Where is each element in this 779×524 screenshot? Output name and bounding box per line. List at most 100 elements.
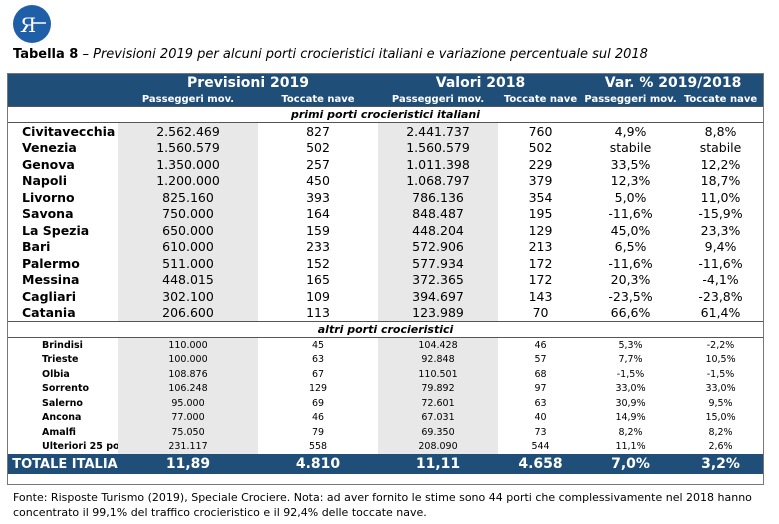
calls-2018: 57	[534, 354, 547, 366]
table-row: Olbia 108.876 67 110.501 68 -1,5% -1,5%	[8, 367, 763, 382]
var-passengers: 11,1%	[615, 441, 646, 453]
table-row: Savona 750.000 164 848.487 195 -11,6% -15,9%	[8, 205, 763, 222]
header-row-sub: Passeggeri mov. Toccate nave Passeggeri …	[8, 92, 764, 107]
passengers-2018: 1.068.797	[378, 172, 499, 189]
var-passengers: 6,5%	[614, 239, 647, 255]
risposte-turismo-logo-icon: Я	[13, 5, 51, 43]
table-row: Salerno 95.000 69 72.601 63 30,9% 9,5%	[8, 396, 763, 411]
calls-2019: 159	[306, 222, 330, 238]
passengers-2018: 110.501	[378, 367, 499, 382]
passengers-2018: 2.441.737	[378, 122, 499, 140]
calls-2018: 172	[528, 255, 553, 271]
passengers-2019: 650.000	[118, 222, 258, 239]
header-calls-var: Toccate nave	[678, 92, 764, 107]
passengers-2019: 1.350.000	[118, 156, 258, 173]
passengers-2018: 123.989	[378, 304, 499, 322]
var-passengers: 30,9%	[615, 397, 646, 409]
passengers-2019: 75.050	[118, 425, 258, 440]
calls-2019: 129	[308, 383, 328, 395]
caption-label: Tabella 8	[13, 47, 79, 62]
passengers-2018: 448.204	[378, 222, 499, 239]
calls-2019: 233	[306, 239, 330, 255]
calls-2019: 393	[306, 189, 330, 205]
passengers-2019: 11,89	[118, 454, 258, 474]
var-calls: 23,3%	[700, 222, 741, 238]
var-passengers: -11,6%	[608, 206, 653, 222]
var-passengers: stabile	[609, 140, 652, 156]
svg-text:Я: Я	[20, 13, 36, 37]
var-calls: -23,8%	[698, 288, 743, 304]
var-calls: 33,0%	[705, 383, 736, 395]
port-name: Olbia	[42, 368, 70, 380]
port-name: Napoli	[22, 173, 68, 189]
var-calls: 8,8%	[704, 123, 737, 139]
header-passengers-var: Passeggeri mov.	[583, 92, 679, 107]
passengers-2018: 67.031	[378, 410, 499, 425]
var-passengers: 7,0%	[583, 454, 679, 474]
section-other-label: altri porti crocieristici	[8, 321, 764, 338]
calls-2019: 69	[311, 397, 325, 409]
table-row: Civitavecchia 2.562.469 827 2.441.737 760 4,9…	[8, 122, 763, 140]
passengers-2019: 610.000	[118, 238, 258, 255]
var-passengers: 14,9%	[615, 412, 646, 424]
passengers-2019: 106.248	[118, 381, 258, 396]
calls-2018: 68	[534, 368, 547, 380]
table-row: Cagliari 302.100 109 394.697 143 -23,5% -23,8%	[8, 288, 763, 305]
passengers-2018: 208.090	[378, 439, 499, 454]
port-name: La Spezia	[22, 222, 90, 238]
calls-2018: 760	[528, 123, 553, 139]
var-calls: 12,2%	[700, 156, 741, 172]
calls-2018: 63	[534, 397, 547, 409]
calls-2019: 165	[306, 272, 330, 288]
passengers-2019: 448.015	[118, 271, 258, 288]
var-calls: 61,4%	[700, 305, 741, 321]
var-calls: 18,7%	[700, 173, 741, 189]
passengers-2018: 104.428	[378, 337, 499, 353]
var-passengers: 5,3%	[618, 339, 643, 351]
source-note: Fonte: Risposte Turismo (2019), Speciale…	[13, 491, 752, 519]
passengers-2019: 2.562.469	[118, 122, 258, 140]
table-row: Bari 610.000 233 572.906 213 6,5% 9,4%	[8, 238, 763, 255]
port-name: Livorno	[22, 189, 75, 205]
section-main-row: primi porti crocieristici italiani	[8, 106, 764, 123]
table-row: Messina 448.015 165 372.365 172 20,3% -4,1%	[8, 271, 763, 288]
section-other-row: altri porti crocieristici	[8, 321, 764, 338]
calls-2018: 502	[528, 140, 553, 156]
total-row: TOTALE ITALIA 11,89 4.810 11,11 4.658 7,0% 3,2…	[8, 454, 764, 474]
passengers-2019: 511.000	[118, 255, 258, 272]
port-name: Bari	[22, 239, 51, 255]
header-passengers-2019: Passeggeri mov.	[118, 92, 258, 107]
port-name: Palermo	[22, 255, 80, 271]
table-row: Catania 206.600 113 123.989 70 66,6% 61,4%	[8, 304, 763, 322]
passengers-2018: 92.848	[378, 352, 499, 367]
passengers-2019: 302.100	[118, 288, 258, 305]
passengers-2018: 577.934	[378, 255, 499, 272]
calls-2018: 129	[528, 222, 553, 238]
port-name: Ulteriori 25 porti	[42, 441, 118, 453]
port-name: Savona	[22, 206, 74, 222]
port-name: Venezia	[22, 140, 77, 156]
table-row: Brindisi 110.000 45 104.428 46 5,3% -2,2%	[8, 337, 763, 353]
table-row: Napoli 1.200.000 450 1.068.797 379 12,3% 18,7%	[8, 172, 763, 189]
header-blank-sub	[8, 92, 118, 107]
var-calls: 10,5%	[705, 354, 736, 366]
var-calls: 15,0%	[705, 412, 736, 424]
passengers-2019: 110.000	[118, 337, 258, 353]
calls-2018: 195	[528, 206, 553, 222]
passengers-2019: 77.000	[118, 410, 258, 425]
passengers-2018: 1.011.398	[378, 156, 499, 173]
passengers-2019: 1.200.000	[118, 172, 258, 189]
passengers-2019: 825.160	[118, 189, 258, 206]
calls-2019: 4.810	[258, 454, 379, 474]
var-calls: 9,5%	[708, 397, 733, 409]
port-name: TOTALE ITALIA	[8, 454, 118, 474]
var-passengers: 66,6%	[610, 305, 651, 321]
passengers-2018: 394.697	[378, 288, 499, 305]
passengers-2019: 750.000	[118, 205, 258, 222]
forecast-table: Previsioni 2019 Valori 2018 Var. % 2019/…	[8, 74, 764, 474]
passengers-2018: 69.350	[378, 425, 499, 440]
passengers-2018: 572.906	[378, 238, 499, 255]
calls-2018: 40	[534, 412, 547, 424]
calls-2019: 502	[306, 140, 330, 156]
passengers-2019: 231.117	[118, 439, 258, 454]
